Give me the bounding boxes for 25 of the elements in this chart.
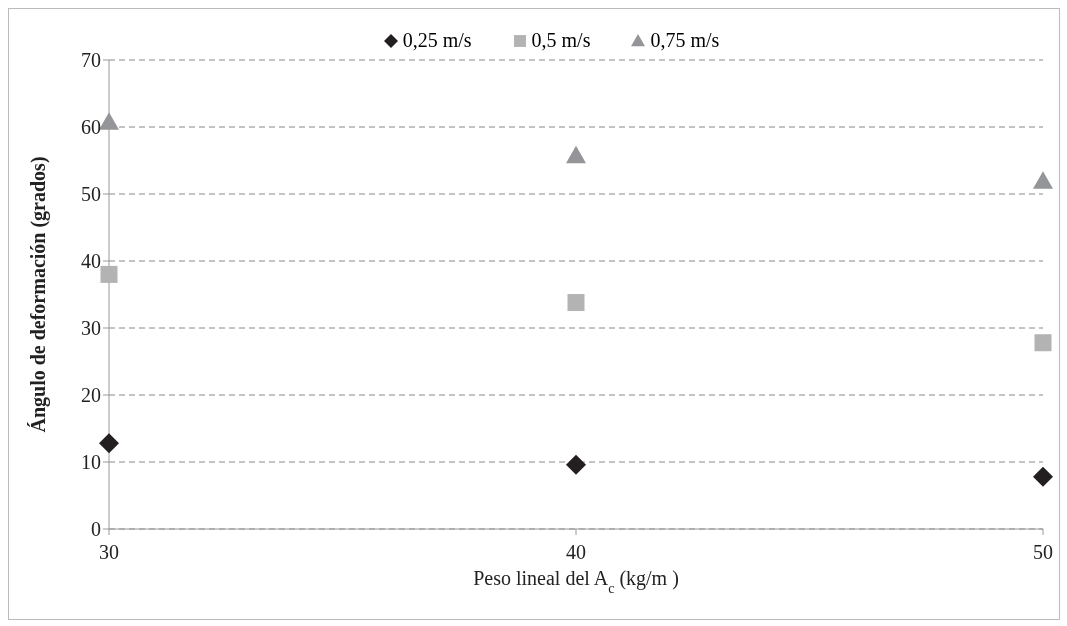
x-tick-label: 30 [99, 541, 119, 564]
point [566, 145, 586, 164]
point [567, 294, 585, 312]
y-tick-label: 10 [81, 451, 101, 474]
legend-label: 0,25 m/s [402, 29, 472, 52]
point [566, 454, 586, 475]
y-axis-title: Ángulo de deformación (grados) [27, 156, 50, 433]
x-tick-label: 50 [1033, 541, 1053, 564]
y-tick-label: 40 [81, 250, 101, 273]
x-axis-title: Peso lineal del A$_{c}$ (kg/m ) [473, 567, 679, 596]
y-tick-label: 50 [81, 183, 101, 206]
point [1033, 466, 1053, 487]
point [1033, 171, 1053, 189]
legend-label: 0,5 m/s [531, 29, 591, 52]
y-tick-label: 0 [91, 518, 101, 541]
point [99, 112, 119, 130]
point [100, 265, 118, 283]
point [1034, 334, 1052, 352]
x-tick-label: 40 [566, 541, 586, 564]
legend-label: 0,75 m/s [650, 29, 720, 52]
y-tick-label: 60 [81, 116, 101, 139]
point [99, 433, 119, 454]
y-tick-label: 20 [81, 384, 101, 407]
y-tick-label: 70 [81, 49, 101, 72]
y-tick-label: 30 [81, 317, 101, 340]
